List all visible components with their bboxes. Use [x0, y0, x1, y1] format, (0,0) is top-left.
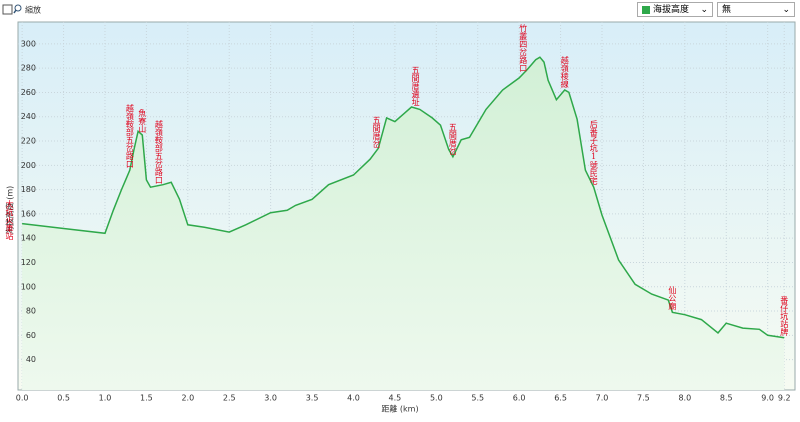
- overlay-dropdown[interactable]: 無 ⌄: [717, 2, 795, 17]
- y-tick-label: 160: [21, 209, 36, 218]
- x-tick-label: 2.5: [223, 394, 236, 403]
- x-tick-label: 1.5: [140, 394, 153, 403]
- x-tick-label: 5.0: [430, 394, 443, 403]
- dropdown-arrow: ⌄: [700, 5, 708, 15]
- overlay-label: 無: [722, 5, 732, 15]
- y-tick-label: 220: [21, 137, 36, 146]
- x-tick-label: 9.2: [778, 394, 791, 403]
- y-tick-label: 280: [21, 64, 36, 73]
- annotation: 五間厝岔: [448, 122, 458, 155]
- annotation: 竹叢四岔路口: [518, 24, 528, 72]
- y-tick-label: 300: [21, 39, 36, 48]
- annotation: 越嶺鞍部五岔路口: [125, 104, 135, 169]
- annotation: 后番子坑1號民宅: [589, 120, 599, 186]
- x-tick-label: 9.0: [761, 394, 774, 403]
- x-tick-label: 0.5: [57, 394, 70, 403]
- annotation: 越嶺稜線: [560, 56, 570, 88]
- annotation: 五間厝遺址: [411, 66, 421, 107]
- x-tick-label: 0.0: [16, 394, 29, 403]
- y-tick-label: 260: [21, 88, 36, 97]
- x-axis-label: 距離 (km): [381, 404, 418, 414]
- zoom-label[interactable]: 縮放: [25, 5, 41, 15]
- annotation: 番仔坑站牌: [779, 295, 789, 336]
- dropdown-arrow: ⌄: [782, 5, 790, 15]
- x-tick-label: 2.0: [181, 394, 194, 403]
- y-tick-label: 120: [21, 258, 36, 267]
- annotation: 五間厝岔: [372, 116, 382, 149]
- x-tick-label: 8.5: [720, 394, 733, 403]
- y-tick-label: 80: [26, 307, 36, 316]
- zoom-icon: [14, 4, 22, 12]
- y-tick-label: 40: [26, 355, 36, 364]
- x-tick-label: 5.5: [471, 394, 484, 403]
- x-tick-label: 3.0: [264, 394, 277, 403]
- zoom-icon: [13, 9, 17, 14]
- x-tick-label: 7.0: [596, 394, 609, 403]
- x-tick-label: 4.5: [389, 394, 402, 403]
- annotation: 仙公廟: [667, 286, 677, 311]
- y-tick-label: 180: [21, 185, 36, 194]
- y-tick-label: 100: [21, 282, 36, 291]
- y-tick-label: 140: [21, 234, 36, 243]
- y-tick-label: 60: [26, 331, 36, 340]
- x-tick-label: 1.0: [99, 394, 112, 403]
- x-tick-label: 6.0: [513, 394, 526, 403]
- annotation: 魚寮山: [137, 108, 147, 133]
- y-tick-label: 240: [21, 112, 36, 121]
- y-tick-label: 200: [21, 161, 36, 170]
- legend-swatch: [642, 5, 650, 14]
- x-tick-label: 3.5: [306, 394, 319, 403]
- zoom-checkbox[interactable]: [2, 4, 13, 15]
- elevation-area: [22, 57, 785, 390]
- x-tick-label: 6.5: [554, 394, 567, 403]
- annotation: 越嶺鞍部五岔路口: [154, 119, 164, 184]
- x-tick-label: 8.0: [678, 394, 691, 403]
- series-dropdown[interactable]: 海拔高度 ⌄: [637, 2, 713, 17]
- elevation-line: [22, 56, 785, 339]
- x-tick-label: 4.0: [347, 394, 360, 403]
- y-axis-label: 海拔高度 (m): [5, 186, 15, 235]
- annotation: 大坑火車站: [5, 200, 14, 240]
- legend-label: 海拔高度: [653, 5, 690, 15]
- x-tick-label: 7.5: [637, 394, 650, 403]
